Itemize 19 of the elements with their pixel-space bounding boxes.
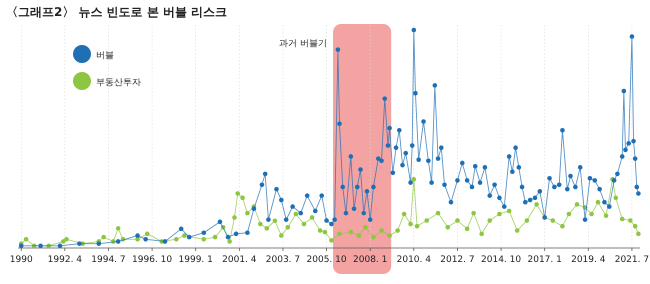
- x-tick-label: 2021. 7: [614, 255, 650, 265]
- band-label: 과거 버블기: [279, 39, 328, 49]
- x-tick-label: 2010. 4: [396, 255, 432, 265]
- x-tick-label: 1990: [10, 255, 33, 265]
- x-tick-label: 2001. 4: [222, 255, 257, 265]
- x-tick-label: 2005. 10: [306, 255, 347, 265]
- x-tick-label: 2014. 10: [481, 255, 522, 265]
- legend-label: 버블: [96, 51, 114, 61]
- x-tick-label: 1996. 10: [132, 255, 172, 265]
- chart-title: 〈그래프2〉 뉴스 빈도로 본 버블 리스크: [6, 5, 228, 19]
- legend-label: 부동산투자: [96, 78, 141, 88]
- x-tick-label: 2019. 4: [571, 255, 606, 265]
- x-tick-label: 1999. 1: [178, 255, 213, 265]
- x-tick-label: 1992. 4: [48, 255, 82, 265]
- x-tick-label: 2012. 7: [440, 255, 475, 265]
- x-tick-label: 2003. 7: [266, 255, 300, 265]
- x-tick-label: 1994. 7: [91, 255, 126, 265]
- x-tick-label: 2017. 1: [528, 255, 562, 265]
- x-tick-label: 2008. 1: [353, 255, 388, 265]
